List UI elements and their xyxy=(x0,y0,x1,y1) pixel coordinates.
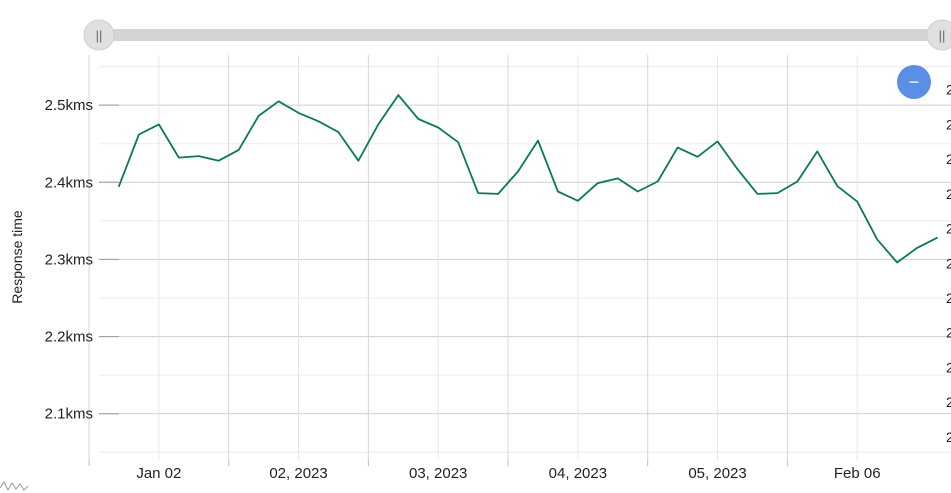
x-tick-label: 04, 2023 xyxy=(549,465,607,482)
data-point[interactable] xyxy=(156,121,162,127)
data-point[interactable] xyxy=(874,236,880,242)
right-axis-tick-label: 2 xyxy=(946,290,951,306)
data-point[interactable] xyxy=(236,147,242,153)
right-axis-tick-label: 2 xyxy=(946,82,951,98)
data-point[interactable] xyxy=(216,158,222,164)
right-axis-tick-label: 2 xyxy=(946,325,951,341)
data-point[interactable] xyxy=(814,148,820,154)
x-tick-label: 03, 2023 xyxy=(409,465,467,482)
data-point[interactable] xyxy=(754,191,760,197)
range-handle-left[interactable]: || xyxy=(83,19,115,51)
data-point[interactable] xyxy=(934,235,940,241)
data-point[interactable] xyxy=(475,190,481,196)
data-point[interactable] xyxy=(196,153,202,159)
x-tick-label: Feb 06 xyxy=(834,465,881,482)
data-point[interactable] xyxy=(395,92,401,98)
data-point[interactable] xyxy=(455,139,461,145)
data-point[interactable] xyxy=(535,138,541,144)
data-point[interactable] xyxy=(675,145,681,151)
data-point[interactable] xyxy=(415,116,421,122)
data-point[interactable] xyxy=(355,158,361,164)
right-handle-grip-icon: || xyxy=(939,28,946,43)
right-axis-tick-label: 2 xyxy=(946,116,951,132)
data-point[interactable] xyxy=(555,189,561,195)
data-point[interactable] xyxy=(375,121,381,127)
data-point[interactable] xyxy=(116,183,122,189)
minus-icon: − xyxy=(909,72,920,92)
data-point[interactable] xyxy=(695,154,701,160)
data-point[interactable] xyxy=(296,110,302,116)
data-point[interactable] xyxy=(435,125,441,131)
right-axis-tick-label: 2 xyxy=(946,394,951,410)
data-point[interactable] xyxy=(176,155,182,161)
range-scroll-track[interactable] xyxy=(99,29,942,41)
data-point[interactable] xyxy=(854,199,860,205)
grid xyxy=(88,55,951,466)
x-axis-ticks: Jan 02 02, 2023 03, 2023 04, 2023 05, 2023 Fe… xyxy=(136,465,880,482)
zoom-out-button[interactable]: − xyxy=(897,65,931,99)
data-point[interactable] xyxy=(595,180,601,186)
y-tick-label: 2.2kms xyxy=(45,329,93,346)
data-point[interactable] xyxy=(515,168,521,174)
data-point[interactable] xyxy=(315,118,321,124)
series-layer xyxy=(116,92,940,266)
data-point[interactable] xyxy=(834,183,840,189)
right-axis-tick-label: 2 xyxy=(946,359,951,375)
data-point[interactable] xyxy=(615,175,621,181)
y-axis-title: Response time xyxy=(9,210,25,304)
range-handle-right[interactable]: || xyxy=(926,19,951,51)
x-tick-label: Jan 02 xyxy=(136,465,181,482)
data-point[interactable] xyxy=(136,131,142,137)
data-point[interactable] xyxy=(914,245,920,251)
data-point[interactable] xyxy=(715,138,721,144)
right-axis-tick-label: 2 xyxy=(946,221,951,237)
squiggle-icon xyxy=(0,481,29,492)
data-point[interactable] xyxy=(655,179,661,185)
x-tick-label: 02, 2023 xyxy=(269,465,327,482)
right-axis-tick-label: 2 xyxy=(946,429,951,445)
left-handle-grip-icon: || xyxy=(96,28,103,43)
data-point[interactable] xyxy=(735,166,741,172)
right-axis-tick-label: 2 xyxy=(946,151,951,167)
y-axis-ticks: 2.5kms 2.4kms 2.3kms 2.2kms 2.1kms xyxy=(45,97,119,423)
y-tick-label: 2.3kms xyxy=(45,251,93,268)
right-axis-tick-label: 2 xyxy=(946,255,951,271)
data-point[interactable] xyxy=(276,98,282,104)
data-point[interactable] xyxy=(774,190,780,196)
data-point[interactable] xyxy=(794,179,800,185)
x-tick-label: 05, 2023 xyxy=(688,465,746,482)
data-point[interactable] xyxy=(575,198,581,204)
y-tick-label: 2.4kms xyxy=(45,174,93,191)
data-point[interactable] xyxy=(256,113,262,119)
data-point[interactable] xyxy=(335,129,341,135)
y-tick-label: 2.5kms xyxy=(45,97,93,114)
data-point[interactable] xyxy=(495,191,501,197)
right-axis-tick-label: 2 xyxy=(946,186,951,202)
data-point[interactable] xyxy=(894,260,900,266)
right-axis-ticks: 2 2 2 2 2 2 2 2 2 2 2 xyxy=(946,82,951,445)
y-tick-label: 2.1kms xyxy=(45,406,93,423)
series-line-0[interactable] xyxy=(118,94,938,264)
data-point[interactable] xyxy=(635,189,641,195)
